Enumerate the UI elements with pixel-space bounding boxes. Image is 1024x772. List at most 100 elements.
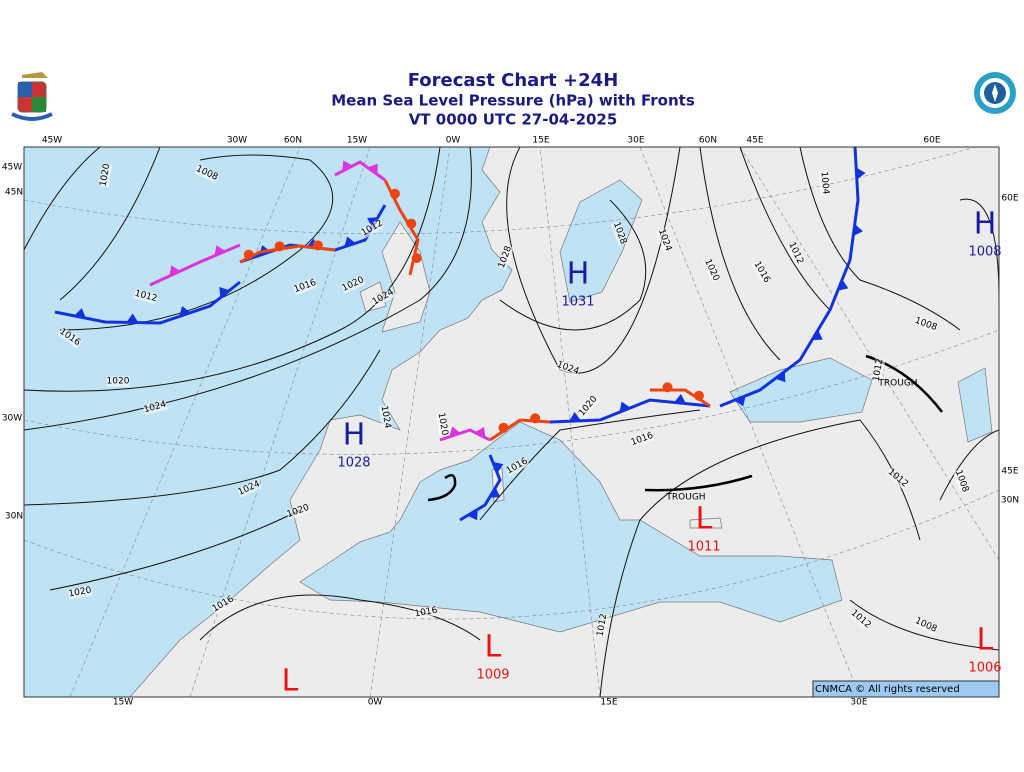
isobar-label-bg <box>786 240 805 266</box>
front-symbol <box>344 236 356 247</box>
isobar-label-bg <box>210 594 236 615</box>
isobar-label-bg <box>194 164 220 183</box>
front-symbol <box>367 163 378 175</box>
grid-label: 30N <box>5 512 23 522</box>
grid-label: 15E <box>532 136 549 146</box>
pressure-value: 1008 <box>968 245 1001 260</box>
front-symbol <box>467 509 478 521</box>
isobar-label-bg <box>848 608 873 631</box>
front-symbol <box>214 245 226 256</box>
trough-label: TROUGH <box>877 379 917 389</box>
isobar-label-bg <box>655 227 674 253</box>
pressure-symbol: L <box>696 502 713 537</box>
front-symbol <box>693 390 704 401</box>
logo-right <box>974 72 1016 114</box>
front-symbol <box>312 240 323 251</box>
sea <box>957 367 993 443</box>
grid-label: 30W <box>2 414 22 424</box>
front-symbol <box>411 253 422 264</box>
front-symbol <box>406 218 417 229</box>
logo-left <box>11 72 53 121</box>
pressure-value: 1028 <box>337 456 370 471</box>
grid-label: 15E <box>600 698 617 708</box>
front-symbol <box>179 305 191 317</box>
trough-label: TROUGH <box>665 493 705 503</box>
front-symbol <box>169 265 181 277</box>
grid-label: 30E <box>627 136 644 146</box>
front-symbol <box>489 487 501 498</box>
front-symbol <box>389 188 400 199</box>
isobar-label: 1004 <box>819 171 831 195</box>
front-line <box>719 147 860 408</box>
grid-label: 0W <box>446 136 461 146</box>
front-symbol <box>853 224 863 236</box>
isobar-label-bg <box>595 612 610 638</box>
trough-lines <box>427 354 943 502</box>
isobar-label-bg <box>913 315 939 334</box>
isobar-label: 1020 <box>107 377 130 387</box>
isobar-label-bg <box>292 277 318 296</box>
isobar-label-bg <box>629 430 655 449</box>
grid-label: 45E <box>1001 467 1018 477</box>
front-symbol <box>662 382 673 393</box>
front-line <box>149 243 241 287</box>
map: CNMCA © All rights reserved 45W 30W 60N 15W… <box>2 136 1019 708</box>
isobar-label-bg <box>952 468 971 494</box>
front-symbol <box>569 412 581 422</box>
isobar-label: 1016 <box>414 606 439 620</box>
front-symbol <box>498 422 509 433</box>
pressure-symbol: H <box>343 418 366 453</box>
isobar-label-bg <box>871 357 886 383</box>
grid-label: 30N <box>1001 496 1019 506</box>
isobar-label-bg <box>496 244 515 270</box>
grid-label: 15W <box>113 698 133 708</box>
pressure-value: 1011 <box>687 540 720 555</box>
grid-label: 60N <box>699 136 717 146</box>
front-symbol <box>775 371 786 383</box>
isobar-label-bg <box>504 456 530 477</box>
isobar-label-bg <box>359 218 385 239</box>
land <box>359 221 723 529</box>
front-line <box>334 160 386 182</box>
grid-label: 45W <box>2 163 22 173</box>
grid-label: 45N <box>5 188 23 198</box>
front-symbol <box>219 286 230 298</box>
isobar-label-bg <box>133 288 159 305</box>
grid-label: 30E <box>850 698 867 708</box>
grid-label: 60E <box>923 136 940 146</box>
grid-label: 45E <box>746 136 763 146</box>
isobar-label-bg <box>610 220 629 246</box>
isobar-label-bg <box>285 502 311 521</box>
front-symbol <box>243 249 254 260</box>
front-symbol <box>856 167 866 180</box>
isobars <box>24 147 999 697</box>
front-symbol <box>274 241 285 252</box>
front-symbol <box>74 308 86 319</box>
front-symbol <box>811 329 823 341</box>
front-line <box>650 388 711 408</box>
isobar-label-bg <box>340 274 366 294</box>
isobar-label-bg <box>67 585 93 600</box>
sea <box>559 179 643 303</box>
front-symbol <box>674 394 686 404</box>
front-symbol <box>734 395 746 407</box>
isobar-label: 1024 <box>379 405 393 430</box>
front-symbol <box>619 401 631 413</box>
isobar-label-bg <box>555 359 581 378</box>
grid-label: 60N <box>284 136 302 146</box>
isobar-label: 1020 <box>436 412 450 437</box>
isobar-label: 1012 <box>872 358 886 382</box>
isobar-label-bg <box>818 171 831 196</box>
isobar-label-bg <box>370 287 396 308</box>
map-frame <box>23 146 1000 698</box>
pressure-value: 1006 <box>968 661 1001 676</box>
front-symbol <box>342 160 353 172</box>
isobar-label: 1020 <box>68 586 93 600</box>
front-symbol <box>449 426 461 437</box>
isobar-label-bg <box>57 326 83 349</box>
isobar-label-bg <box>106 376 130 387</box>
isobar-label-bg <box>751 259 772 285</box>
isobar-label-bg <box>413 605 439 620</box>
grid-label: 60E <box>1001 194 1018 204</box>
